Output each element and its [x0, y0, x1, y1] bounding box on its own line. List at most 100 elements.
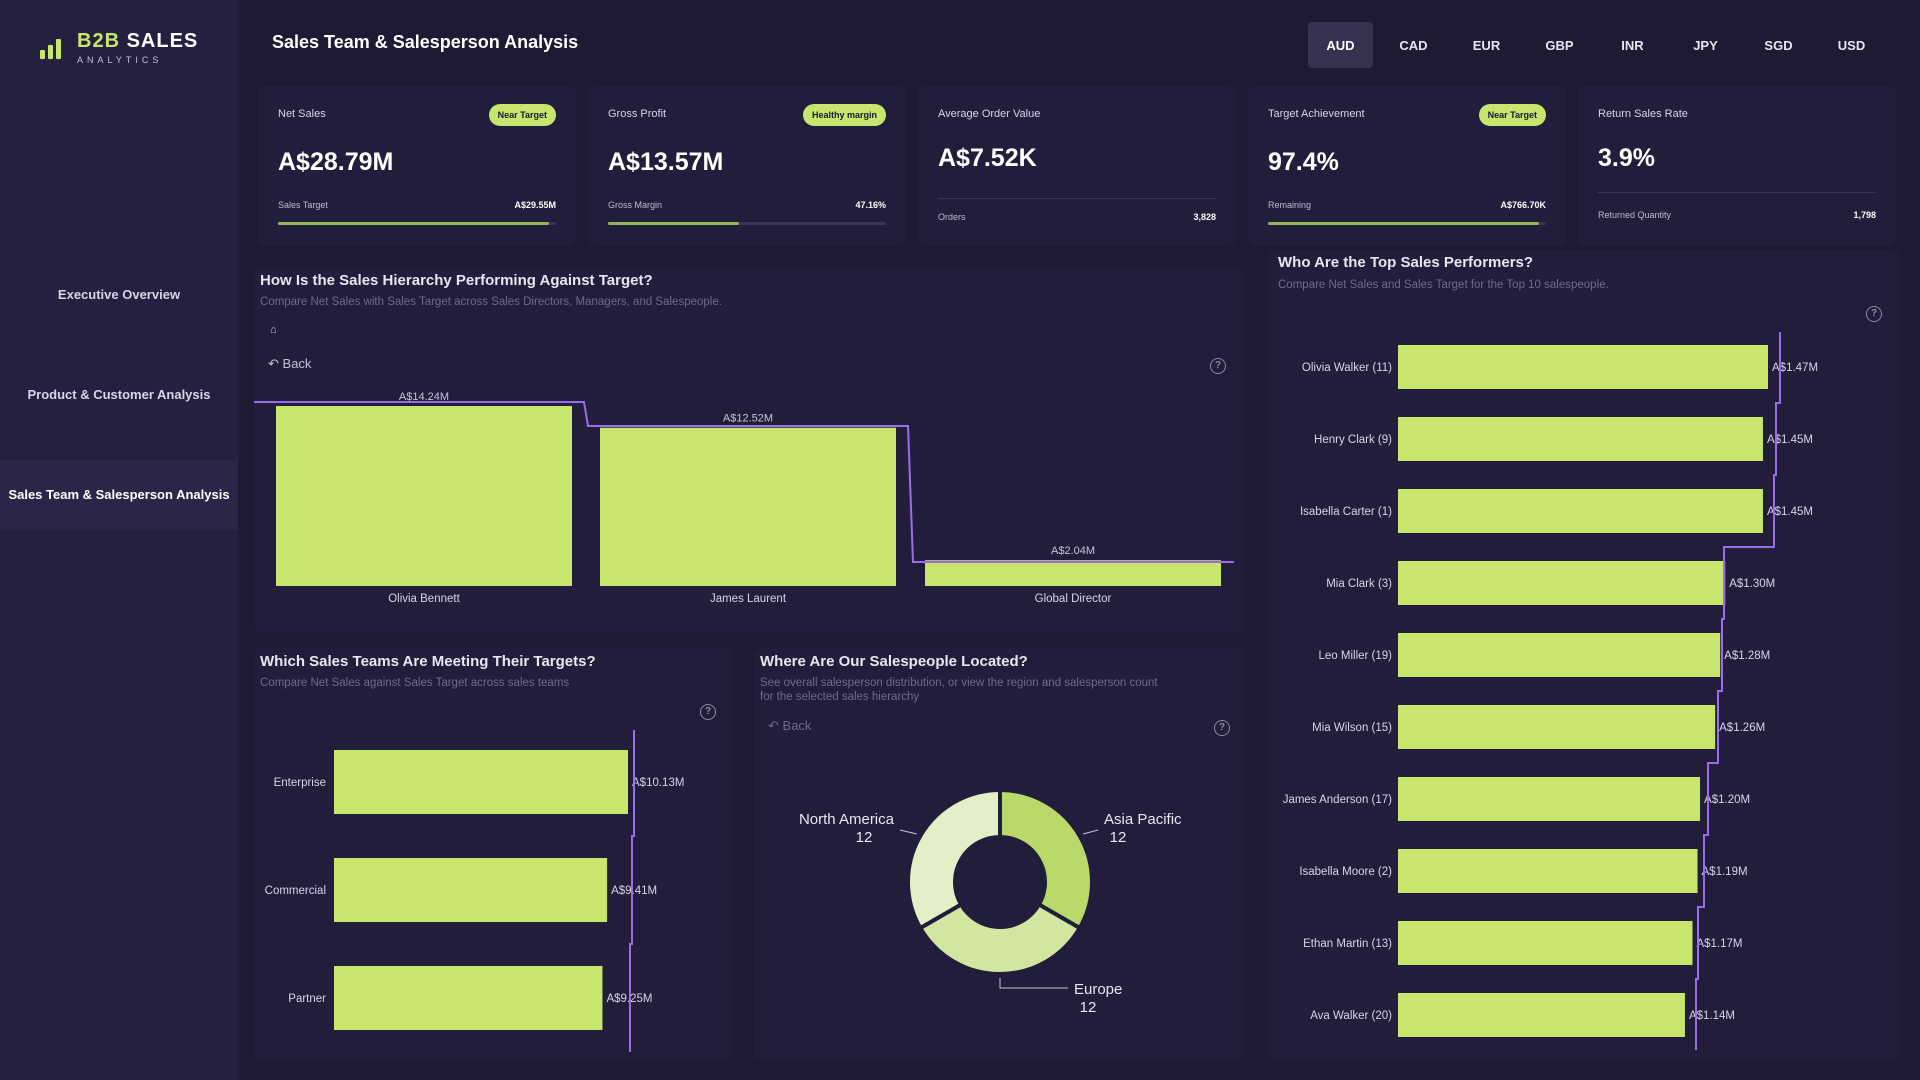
progress-bar	[278, 222, 556, 225]
target-line	[1695, 332, 1781, 1050]
currency-inr[interactable]: INR	[1621, 37, 1644, 53]
kpi-sub-value: 1,798	[1853, 210, 1876, 220]
nav-executive-overview[interactable]: Executive Overview	[57, 287, 181, 302]
data-label: A$10.13M	[632, 777, 684, 789]
progress-bar	[1268, 222, 1546, 225]
kpi-sub-label: Gross Margin	[608, 200, 663, 210]
category-label: Ethan Martin (13)	[1303, 938, 1392, 950]
panel-subtitle: Compare Net Sales with Sales Target acro…	[260, 296, 722, 308]
sidebar: B2B SALES ANALYTICS Executive Overview P…	[0, 0, 238, 1080]
kpi-average-order-value: Average Order Value A$7.52K Orders 3,828	[918, 86, 1236, 246]
kpi-sub-value: 3,828	[1193, 212, 1216, 222]
help-icon[interactable]: ?	[1866, 306, 1882, 322]
nav-product-customer-analysis[interactable]: Product & Customer Analysis	[27, 387, 211, 402]
kpi-sub-value: 47.16%	[855, 200, 886, 210]
bar	[334, 750, 628, 814]
bar	[1398, 633, 1721, 677]
currency-selector: AUD CAD EUR GBP INR JPY SGD USD	[1308, 22, 1892, 68]
divider	[1598, 192, 1876, 193]
data-label: A$1.17M	[1696, 938, 1742, 950]
bar-chart-icon	[40, 37, 61, 59]
help-icon[interactable]: ?	[1210, 358, 1226, 374]
kpi-title: Return Sales Rate	[1598, 108, 1688, 120]
bar	[925, 560, 1221, 586]
back-arrow-icon: ↶	[268, 356, 279, 371]
divider	[938, 198, 1216, 199]
bar	[600, 427, 896, 586]
kpi-sub-value: A$29.55M	[514, 200, 556, 210]
data-label: A$1.30M	[1729, 578, 1775, 590]
back-button[interactable]: ↶ Back	[768, 718, 811, 734]
data-label: A$2.04M	[1051, 545, 1095, 557]
kpi-value: A$7.52K	[938, 144, 1037, 172]
currency-aud[interactable]: AUD	[1308, 22, 1373, 68]
kpi-gross-profit: Gross Profit Healthy margin A$13.57M Gro…	[588, 86, 906, 246]
panel-title: How Is the Sales Hierarchy Performing Ag…	[260, 272, 653, 289]
donut-slice	[998, 787, 1094, 931]
help-icon[interactable]: ?	[700, 704, 716, 720]
data-label: A$14.24M	[399, 391, 449, 403]
data-label: A$1.20M	[1704, 794, 1750, 806]
slice-label: Europe	[1074, 981, 1122, 998]
data-label: A$1.14M	[1689, 1010, 1735, 1022]
slice-value: 12	[1110, 829, 1127, 846]
leader-line	[999, 978, 1068, 989]
currency-gbp[interactable]: GBP	[1545, 37, 1574, 53]
status-badge: Near Target	[1478, 104, 1546, 126]
panel-subtitle-line-1: See overall salesperson distribution, or…	[760, 677, 1158, 689]
nav-sales-team-analysis[interactable]: Sales Team & Salesperson Analysis	[0, 460, 238, 530]
category-label: Commercial	[265, 885, 326, 897]
category-label: Ava Walker (20)	[1310, 1010, 1392, 1022]
help-icon[interactable]: ?	[1214, 720, 1230, 736]
progress-bar	[608, 222, 886, 225]
status-badge: Near Target	[488, 104, 556, 126]
leader-line	[899, 829, 917, 835]
kpi-target-achievement: Target Achievement Near Target 97.4% Rem…	[1248, 86, 1566, 246]
kpi-sub-label: Remaining	[1268, 200, 1312, 210]
teams-bar-chart: Enterprise A$10.13M Commercial A$9.41M Partn…	[265, 730, 684, 1052]
currency-jpy[interactable]: JPY	[1693, 37, 1718, 53]
category-label: Enterprise	[274, 777, 326, 789]
bar	[334, 858, 608, 922]
panel-subtitle: Compare Net Sales and Sales Target for t…	[1278, 279, 1609, 291]
bar	[1398, 921, 1693, 965]
kpi-sub-label: Returned Quantity	[1598, 210, 1672, 220]
top-performers-bar-chart: Olivia Walker (11) A$1.47M Henry Clark (9)…	[1283, 332, 1818, 1050]
kpi-value: A$28.79M	[278, 148, 394, 176]
bar	[1398, 849, 1698, 893]
back-button[interactable]: ↶ Back	[268, 356, 311, 372]
logo-title: B2B SALES	[77, 30, 199, 52]
home-icon[interactable]: ⌂	[270, 324, 277, 336]
currency-usd[interactable]: USD	[1837, 37, 1866, 53]
data-label: A$1.47M	[1772, 362, 1818, 374]
bar	[1398, 705, 1716, 749]
category-label: James Anderson (17)	[1283, 794, 1392, 806]
leader-line	[1083, 829, 1099, 835]
bar	[1398, 561, 1726, 605]
target-line	[629, 730, 635, 1052]
kpi-sub-value: A$766.70K	[1500, 200, 1546, 210]
category-label: Olivia Walker (11)	[1302, 362, 1392, 374]
currency-eur[interactable]: EUR	[1472, 37, 1501, 53]
panel-title: Who Are the Top Sales Performers?	[1278, 254, 1534, 271]
currency-sgd[interactable]: SGD	[1764, 37, 1793, 53]
category-label: Global Director	[1035, 593, 1112, 605]
panel-title: Where Are Our Salespeople Located?	[760, 653, 1028, 670]
back-label: Back	[282, 356, 312, 371]
status-badge: Healthy margin	[802, 104, 886, 126]
logo-subtitle: ANALYTICS	[77, 55, 163, 65]
currency-cad[interactable]: CAD	[1399, 37, 1428, 53]
category-label: Partner	[288, 993, 326, 1005]
data-label: A$1.19M	[1702, 866, 1748, 878]
panel-subtitle-line-2: for the selected sales hierarchy	[760, 691, 920, 703]
logo: B2B SALES ANALYTICS	[40, 30, 198, 65]
data-label: A$9.41M	[611, 885, 657, 897]
panel-title: Which Sales Teams Are Meeting Their Targ…	[260, 653, 596, 670]
kpi-net-sales: Net Sales Near Target A$28.79M Sales Tar…	[258, 86, 576, 246]
slice-label: North America	[799, 811, 895, 828]
data-label: A$1.45M	[1767, 434, 1813, 446]
category-label: Isabella Moore (2)	[1299, 866, 1392, 878]
locations-panel: Where Are Our Salespeople Located? See o…	[754, 648, 1244, 1060]
data-label: A$1.26M	[1719, 722, 1765, 734]
